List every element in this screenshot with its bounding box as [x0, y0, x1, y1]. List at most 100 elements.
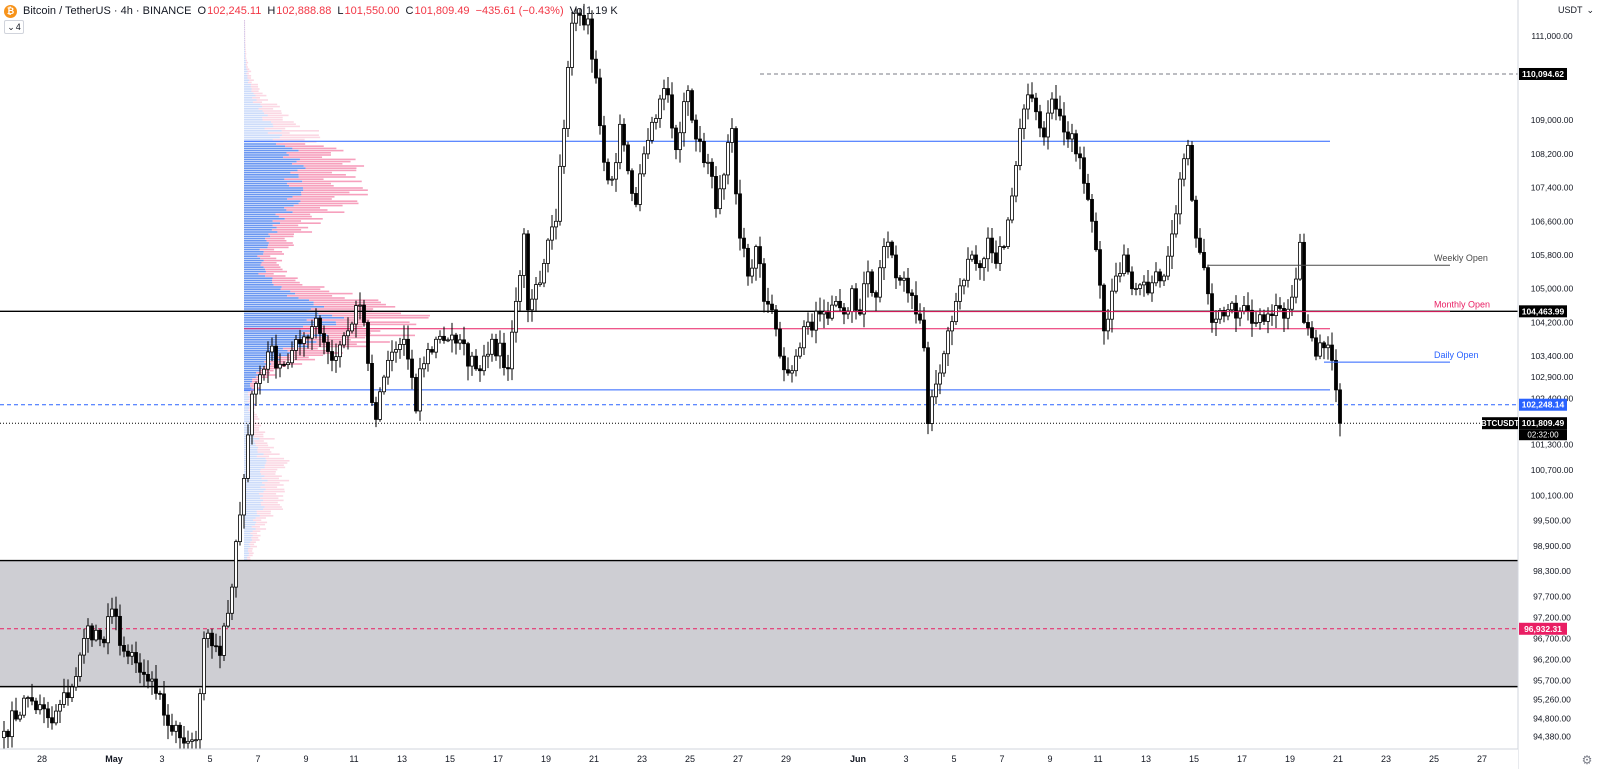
- profile-bar-blue: [244, 405, 250, 407]
- profile-bar-pink: [303, 325, 363, 328]
- price-axis[interactable]: 111,000.00 109,000.00 108,200.00 107,400.00…: [1481, 0, 1600, 769]
- profile-bar-blue: [244, 486, 261, 488]
- profile-bar-pink: [284, 178, 324, 180]
- candle-body: [14, 710, 18, 720]
- candle-body: [1250, 309, 1254, 324]
- candle-body: [998, 246, 1002, 264]
- profile-bar-pink: [260, 257, 277, 260]
- candle-body: [190, 739, 194, 742]
- candle-body: [698, 138, 702, 142]
- time-axis[interactable]: 28 May 3 5 7 9 11 13 15 17 19 21 23 25 27 29 Jun 3 5 7 9 11 13…: [0, 748, 1518, 769]
- time-tick-label: 17: [1237, 754, 1247, 764]
- candle-body: [1110, 290, 1114, 320]
- profile-bar-blue: [244, 411, 250, 414]
- profile-bar-pink: [272, 138, 305, 141]
- profile-bar-blue: [244, 88, 252, 90]
- currency-selector[interactable]: USDT ⌄: [1552, 0, 1600, 20]
- candle-body: [970, 254, 974, 260]
- profile-bar-blue: [244, 77, 248, 79]
- time-tick-label: 9: [303, 754, 308, 764]
- profile-bar-blue: [244, 398, 249, 400]
- candle-body: [1034, 97, 1038, 113]
- profile-bar-pink: [272, 123, 296, 125]
- candle-body: [582, 14, 586, 26]
- profile-bar-pink: [250, 389, 257, 392]
- profile-bar-blue: [244, 224, 273, 227]
- support-zone-rect: [0, 560, 1518, 687]
- candle-body: [150, 678, 154, 682]
- profile-bar-blue: [244, 57, 246, 59]
- profile-bar-blue: [244, 143, 277, 145]
- price-tick-label: 105,000.00: [1531, 284, 1574, 294]
- candle-body: [1070, 133, 1074, 140]
- candle-body: [86, 625, 90, 639]
- profile-bar-pink: [263, 266, 281, 268]
- price-tick-label: 98,900.00: [1533, 541, 1571, 551]
- profile-bar-blue: [244, 132, 268, 134]
- candle-body: [562, 128, 566, 167]
- profile-bar-pink: [248, 552, 254, 554]
- candle-body: [1106, 318, 1110, 332]
- profile-bar-pink: [276, 226, 309, 229]
- time-tick-label: 28: [37, 754, 47, 764]
- profile-bar-blue: [244, 308, 311, 310]
- profile-bar-pink: [260, 264, 279, 266]
- profile-bar-pink: [248, 554, 253, 557]
- ohlc-close: C 101,809.49: [405, 5, 470, 17]
- candle-body: [254, 382, 258, 395]
- profile-bar-blue: [244, 53, 246, 55]
- profile-bar-blue: [244, 218, 285, 220]
- profile-bar-blue: [244, 215, 279, 218]
- price-tick-label: 98,300.00: [1533, 566, 1571, 576]
- price-tag: [1519, 622, 1567, 635]
- profile-bar-blue: [244, 389, 251, 392]
- candle-body: [622, 123, 626, 146]
- candle-body: [666, 88, 670, 96]
- candle-body: [242, 477, 246, 516]
- candle-body: [1050, 98, 1054, 114]
- candle-body: [734, 128, 738, 195]
- profile-bar-pink: [301, 332, 371, 334]
- profile-bar-blue: [244, 334, 328, 337]
- candle-body: [1126, 254, 1130, 273]
- candle-body: [154, 678, 158, 694]
- profile-bar-pink: [271, 229, 302, 231]
- symbol-title[interactable]: Bitcoin / TetherUS · 4h · BINANCE: [23, 5, 192, 17]
- time-tick-label: 13: [397, 754, 407, 764]
- profile-bar-pink: [298, 174, 346, 176]
- candle-body: [766, 300, 770, 305]
- profile-bar-pink: [264, 506, 282, 508]
- candle-body: [342, 335, 346, 346]
- time-tick-label: 5: [207, 754, 212, 764]
- candle-body: [290, 350, 294, 364]
- profile-bar-blue: [244, 279, 273, 282]
- collapse-indicators-button[interactable]: ⌄ 4: [4, 20, 24, 34]
- profile-bar-pink: [313, 301, 381, 304]
- candle-body: [674, 127, 678, 151]
- profile-bar-blue: [244, 356, 278, 359]
- candle-body: [802, 326, 806, 349]
- profile-bar-pink: [259, 471, 276, 473]
- profile-bar-blue: [244, 534, 253, 537]
- candle-body: [470, 355, 474, 367]
- profile-bar-blue: [244, 341, 317, 343]
- profile-bar-pink: [265, 457, 285, 460]
- profile-bar-pink: [270, 235, 294, 238]
- candle-body: [406, 338, 410, 360]
- candle-body: [942, 353, 946, 374]
- profile-bar-blue: [244, 499, 264, 502]
- profile-bar-pink: [276, 143, 306, 145]
- profile-bar-pink: [257, 451, 272, 453]
- candle-body: [262, 368, 266, 376]
- candle-body: [410, 358, 414, 378]
- candle-body: [606, 161, 610, 181]
- candle-body: [926, 347, 930, 425]
- profile-bar-pink: [292, 211, 345, 213]
- settings-gear-icon[interactable]: ⚙: [1581, 753, 1593, 767]
- candle-body: [1158, 271, 1162, 282]
- profile-bar-pink: [250, 383, 257, 385]
- candle-body: [514, 300, 518, 333]
- profile-bar-pink: [287, 198, 332, 200]
- candle-body: [246, 434, 250, 479]
